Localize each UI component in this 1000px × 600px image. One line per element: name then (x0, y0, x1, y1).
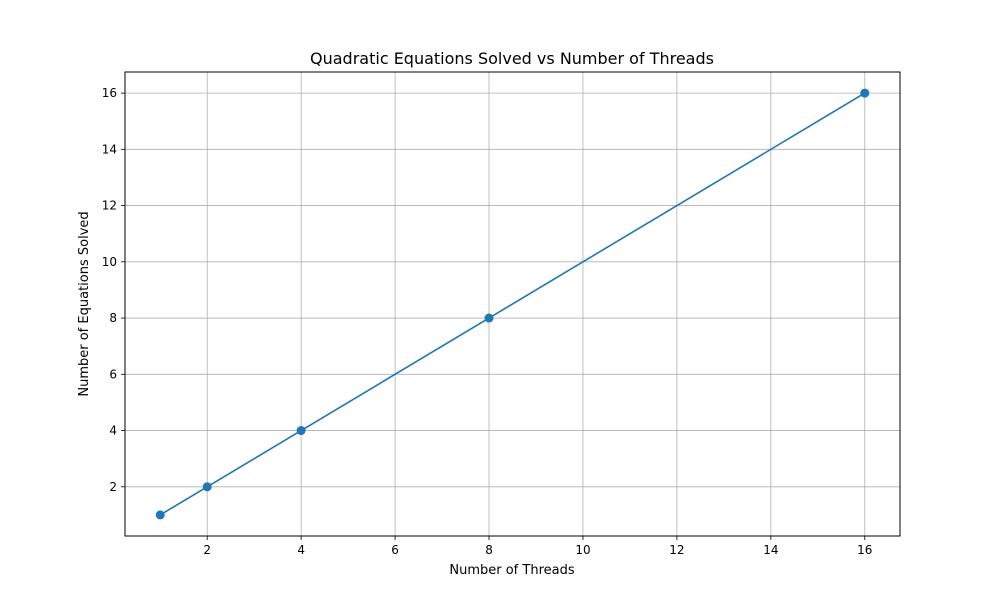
y-axis: 2 4 6 8 10 12 14 16 (102, 86, 125, 494)
x-axis-title: Number of Threads (449, 563, 574, 578)
chart-title: Quadratic Equations Solved vs Number of … (310, 49, 714, 68)
y-tick-label: 4 (109, 424, 117, 438)
plot-area-frame (124, 71, 901, 537)
y-tick-label: 14 (102, 142, 117, 156)
x-tick-label: 4 (297, 543, 305, 557)
x-axis: 2 4 6 8 10 12 14 16 (203, 536, 872, 557)
series-line (159, 92, 866, 516)
y-tick-label: 2 (109, 480, 117, 494)
data-point (202, 482, 212, 492)
x-tick-label: 12 (669, 543, 684, 557)
y-axis-title: Number of Equations Solved (77, 211, 92, 396)
y-tick-label: 12 (102, 199, 117, 213)
y-tick-label: 6 (109, 367, 117, 381)
series-layer (155, 88, 870, 520)
x-tick-label: 2 (203, 543, 211, 557)
x-tick-label: 10 (575, 543, 590, 557)
x-tick-label: 8 (485, 543, 493, 557)
data-point (860, 88, 870, 98)
y-tick-label: 10 (102, 255, 117, 269)
data-point (296, 426, 306, 436)
y-tick-label: 16 (102, 86, 117, 100)
x-tick-label: 14 (763, 543, 778, 557)
y-tick-label: 8 (109, 311, 117, 325)
grid (125, 72, 900, 536)
data-point (484, 313, 494, 323)
x-tick-label: 16 (857, 543, 872, 557)
x-tick-label: 6 (391, 543, 399, 557)
data-point (155, 510, 165, 520)
